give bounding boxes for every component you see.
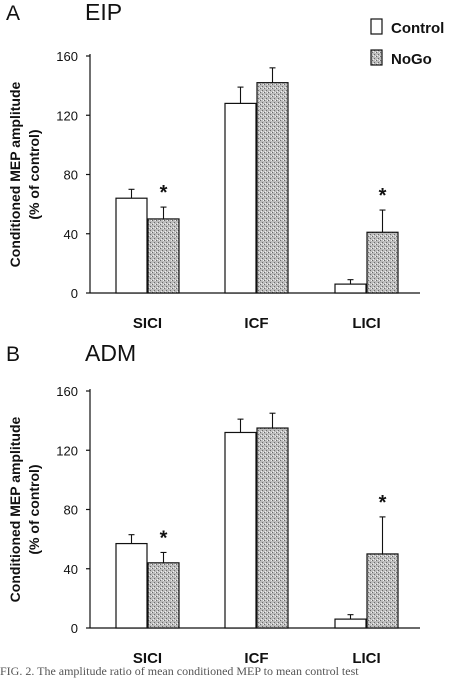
bar-nogo-lici [366,553,399,629]
legend-label-nogo: NoGo [391,51,432,68]
legend: Control NoGo [370,18,444,68]
figure-caption: FIG. 2. The amplitude ratio of mean cond… [0,664,359,678]
y-tick-label: 40 [64,227,78,242]
panel-title: EIP [85,0,122,25]
panel-title: ADM [85,340,136,366]
legend-swatch-control [370,18,383,35]
y-tick-label: 40 [64,562,78,577]
y-axis-label: (% of control) [26,464,42,554]
bar-nogo-icf [256,427,289,629]
x-category-label: LICI [352,650,380,667]
y-tick-label: 80 [64,503,78,518]
bar-control-lici [334,618,367,629]
y-axis-label: Conditioned MEP amplitude [7,81,23,267]
bar-nogo-sici [147,218,180,294]
y-axis-label: Conditioned MEP amplitude [7,416,23,602]
x-category-label: ICF [244,315,268,332]
bar-control-lici [334,283,367,294]
x-category-label: LICI [352,315,380,332]
significance-marker: * [379,492,387,514]
bar-control-sici [115,542,148,629]
significance-marker: * [379,185,387,207]
significance-marker: * [160,182,168,204]
y-tick-label: 0 [71,286,78,301]
panel-letter: B [6,343,20,366]
x-category-label: ICF [244,650,268,667]
bar-control-icf [224,431,257,629]
y-tick-label: 160 [56,384,78,399]
y-tick-label: 160 [56,49,78,64]
bar-nogo-sici [147,562,180,629]
y-tick-label: 0 [71,621,78,636]
bar-nogo-icf [256,82,289,294]
x-category-label: SICI [133,315,162,332]
x-category-label: SICI [133,650,162,667]
legend-label-control: Control [391,20,444,37]
significance-marker: * [160,527,168,549]
bar-nogo-lici [366,231,399,294]
bar-control-sici [115,197,148,294]
legend-swatch-nogo [370,49,383,66]
panel-letter: A [6,2,20,25]
y-axis-label: (% of control) [26,129,42,219]
panel-a: A EIP Conditioned MEP amplitude (% of contr… [6,0,420,332]
y-tick-label: 120 [56,443,78,458]
y-tick-label: 80 [64,168,78,183]
bar-control-icf [224,102,257,294]
y-tick-label: 120 [56,108,78,123]
panel-b: B ADM Conditioned MEP amplitude (% of contr… [6,340,420,667]
